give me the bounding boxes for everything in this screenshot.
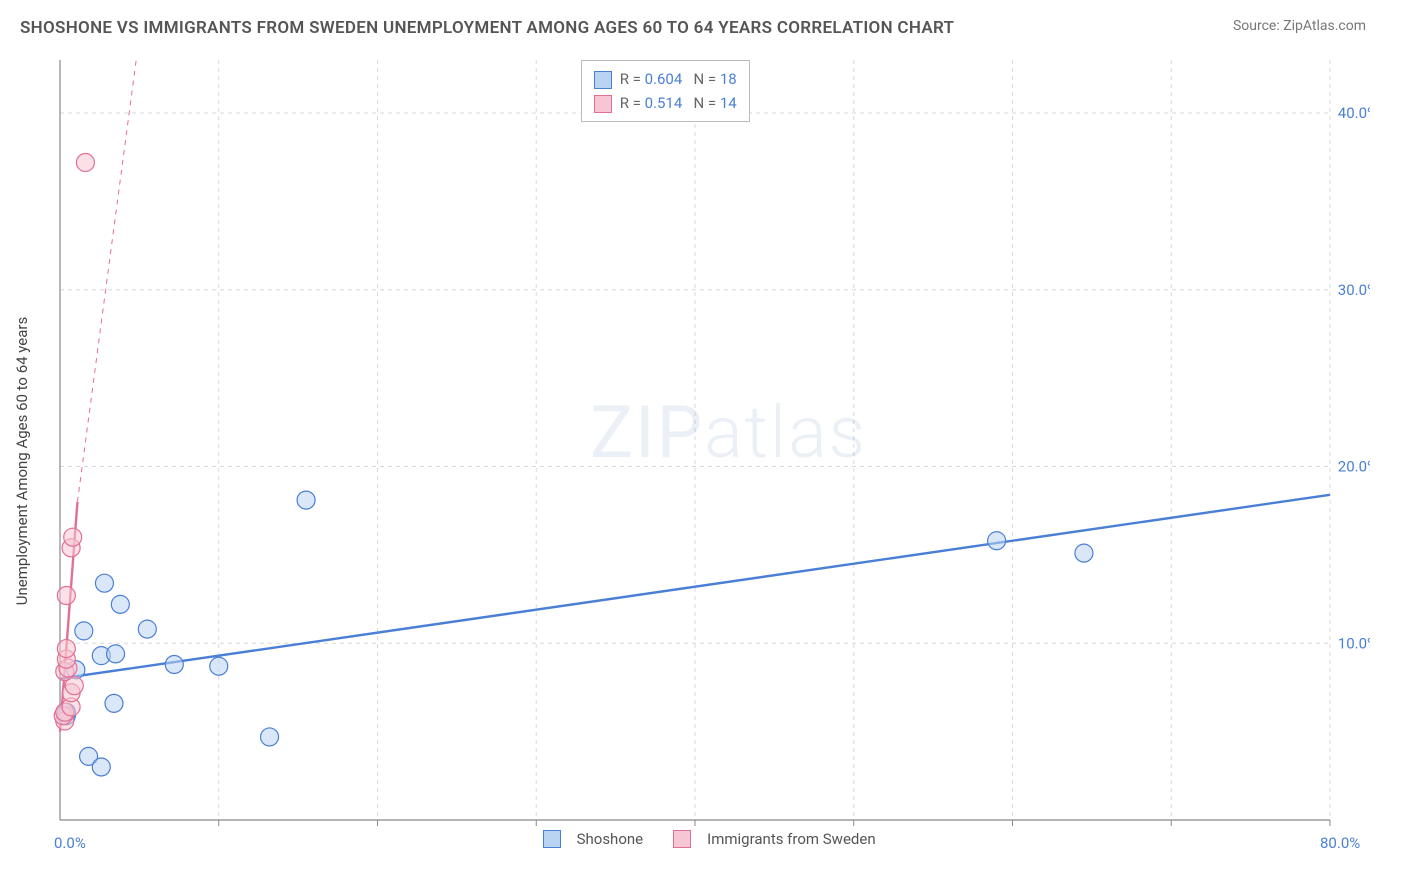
legend-item: Shoshone xyxy=(543,830,644,848)
x-axis-min-label: 0.0% xyxy=(54,834,86,852)
x-axis-max-label: 80.0% xyxy=(1320,834,1360,852)
svg-text:10.0%: 10.0% xyxy=(1338,634,1370,652)
chart-area: Unemployment Among Ages 60 to 64 years 1… xyxy=(50,50,1386,872)
source-citation: Source: ZipAtlas.com xyxy=(1233,18,1366,34)
svg-text:20.0%: 20.0% xyxy=(1338,458,1370,476)
header: SHOSHONE VS IMMIGRANTS FROM SWEDEN UNEMP… xyxy=(0,0,1406,38)
correlation-info-box: R = 0.604 N = 18R = 0.514 N = 14 xyxy=(581,60,750,122)
y-axis-label: Unemployment Among Ages 60 to 64 years xyxy=(13,317,31,605)
legend: Shoshone Immigrants from Sweden xyxy=(543,830,876,848)
svg-text:40.0%: 40.0% xyxy=(1338,104,1370,122)
scatter-plot: 10.0% 20.0% 30.0% 40.0% xyxy=(50,50,1370,840)
legend-item: Immigrants from Sweden xyxy=(673,830,875,848)
chart-title: SHOSHONE VS IMMIGRANTS FROM SWEDEN UNEMP… xyxy=(20,18,954,38)
svg-text:30.0%: 30.0% xyxy=(1338,281,1370,299)
